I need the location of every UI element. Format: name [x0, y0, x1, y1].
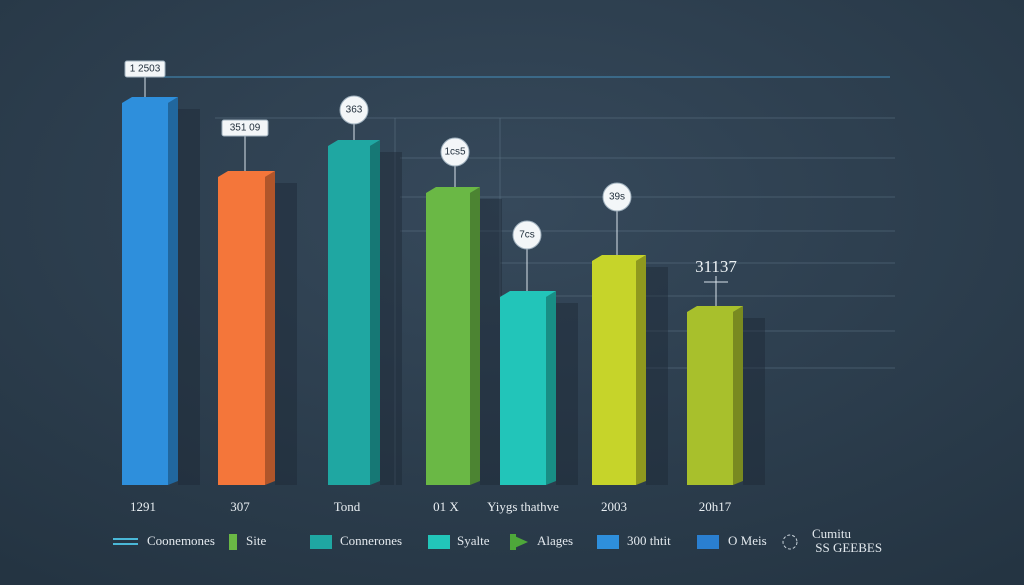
bar-shadow — [743, 318, 765, 485]
legend-swatch — [782, 534, 798, 550]
legend-swatch — [510, 534, 516, 550]
label-box — [124, 60, 166, 78]
x-tick-label: Yiygs thathve — [487, 499, 559, 514]
value-label: 363 — [346, 105, 363, 116]
label-circle — [512, 220, 542, 250]
label-circle — [440, 137, 470, 167]
grid — [150, 76, 895, 485]
bars: 1291 1 2503 307 351 09 Tond 363 01 X 1cs5 Yiygs … — [122, 60, 765, 514]
x-tick-label: 1291 — [130, 499, 156, 514]
x-tick-label: Tond — [334, 499, 361, 514]
value-label: 31137 — [695, 257, 737, 276]
legend-label: Cumitu SS GEEBES — [812, 526, 882, 555]
bar-top — [592, 255, 646, 261]
bar — [426, 193, 470, 485]
legend-label: Site — [246, 533, 266, 548]
x-tick-label: 01 X — [433, 499, 459, 514]
bar-side — [265, 171, 275, 485]
bar-top — [500, 291, 556, 297]
label-box — [221, 119, 269, 137]
legend-label: Alages — [537, 533, 573, 548]
bar — [122, 103, 168, 485]
bar-side — [546, 291, 556, 485]
value-label: 7cs — [519, 230, 535, 241]
bar-side — [636, 255, 646, 485]
legend-swatch — [697, 535, 719, 549]
value-label: 1cs5 — [444, 147, 466, 158]
bar-side — [733, 306, 743, 485]
legend-label: Coonemones — [147, 533, 215, 548]
bar-shadow — [556, 303, 578, 485]
legend-label: Connerones — [340, 533, 402, 548]
bar-shadow — [178, 109, 200, 485]
bar-top — [122, 97, 178, 103]
bar-side — [168, 97, 178, 485]
bar — [218, 177, 265, 485]
x-tick-label: 2003 — [601, 499, 627, 514]
legend-swatch — [310, 535, 332, 549]
bar-shadow — [646, 267, 668, 485]
bar-shadow — [380, 152, 402, 485]
label-circle — [602, 182, 632, 212]
legend: Coonemones Site Connerones Syalte Alages 300 … — [113, 526, 882, 555]
legend-swatch — [229, 534, 237, 550]
x-tick-label: 307 — [230, 499, 250, 514]
bar — [328, 146, 370, 485]
legend-label: 300 thtit — [627, 533, 671, 548]
bar-top — [687, 306, 743, 312]
bar-shadow — [480, 199, 502, 485]
bar — [500, 297, 546, 485]
legend-swatch — [428, 535, 450, 549]
bar — [592, 261, 636, 485]
label-circle — [339, 95, 369, 125]
legend-label: Syalte — [457, 533, 490, 548]
bar-top — [328, 140, 380, 146]
bar-side — [370, 140, 380, 485]
bar-top — [426, 187, 480, 193]
legend-label: O Meis — [728, 533, 767, 548]
bar-top — [218, 171, 275, 177]
bar-shadow — [275, 183, 297, 485]
x-tick-label: 20h17 — [699, 499, 732, 514]
bar — [687, 312, 733, 485]
value-label: 351 09 — [230, 123, 261, 134]
legend-swatch — [597, 535, 619, 549]
value-label: 1 2503 — [130, 64, 161, 75]
value-label: 39s — [609, 192, 625, 203]
bar-side — [470, 187, 480, 485]
